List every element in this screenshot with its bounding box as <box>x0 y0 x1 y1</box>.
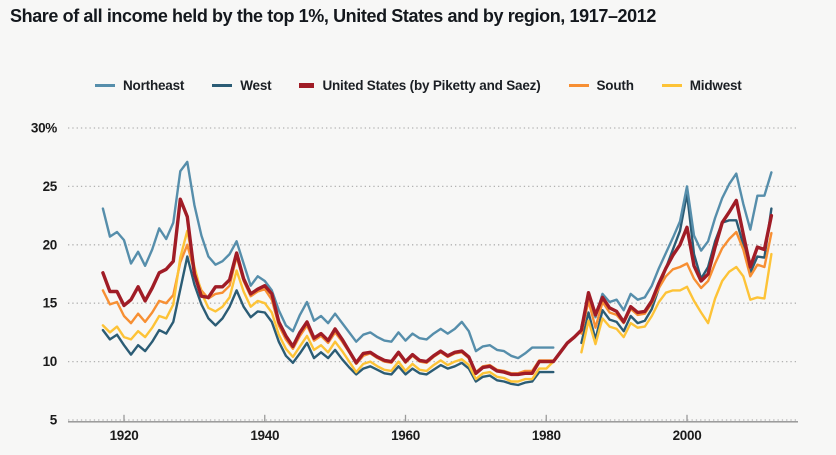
legend-label-west: West <box>240 78 272 93</box>
series-line-midwest <box>101 229 773 383</box>
legend-item-united-states-by-piketty-and-saez: United States (by Piketty and Saez) <box>299 78 541 93</box>
legend: Northeast West United States (by Piketty a… <box>95 78 742 93</box>
x-axis-label-1920: 1920 <box>110 428 139 443</box>
y-axis-label-25: 25 <box>43 179 58 194</box>
legend-swatch-northeast-icon <box>95 84 115 87</box>
series-line-west <box>101 192 773 387</box>
legend-swatch-united-states-by-piketty-and-saez-icon <box>299 83 315 88</box>
chart-title: Share of all income held by the top 1%, … <box>10 6 656 26</box>
y-axis-label-5: 5 <box>50 413 58 428</box>
x-axis-label-1940: 1940 <box>250 428 279 443</box>
legend-swatch-midwest-icon <box>661 84 682 87</box>
legend-item-midwest: Midwest <box>661 78 742 93</box>
series-line-northeast <box>101 160 773 360</box>
x-axis-label-1980: 1980 <box>532 428 561 443</box>
y-axis-label-10: 10 <box>43 354 57 369</box>
legend-item-south: South <box>568 78 634 93</box>
series-line-united-states-by-piketty-and-saez <box>101 197 774 377</box>
legend-label-midwest: Midwest <box>689 78 742 93</box>
y-axis-label-15: 15 <box>43 296 58 311</box>
legend-label-united-states-by-piketty-and-saez: United States (by Piketty and Saez) <box>322 78 541 93</box>
legend-label-northeast: Northeast <box>123 78 185 93</box>
y-axis-label-30: 30% <box>31 121 57 136</box>
legend-item-northeast: Northeast <box>95 78 184 93</box>
x-axis-label-1960: 1960 <box>391 428 420 443</box>
legend-swatch-west-icon <box>212 84 233 87</box>
legend-label-south: South <box>596 78 634 93</box>
legend-item-west: West <box>212 78 272 93</box>
legend-swatch-south-icon <box>568 84 589 87</box>
x-axis-label-2000: 2000 <box>673 428 702 443</box>
y-axis-label-20: 20 <box>43 237 57 252</box>
